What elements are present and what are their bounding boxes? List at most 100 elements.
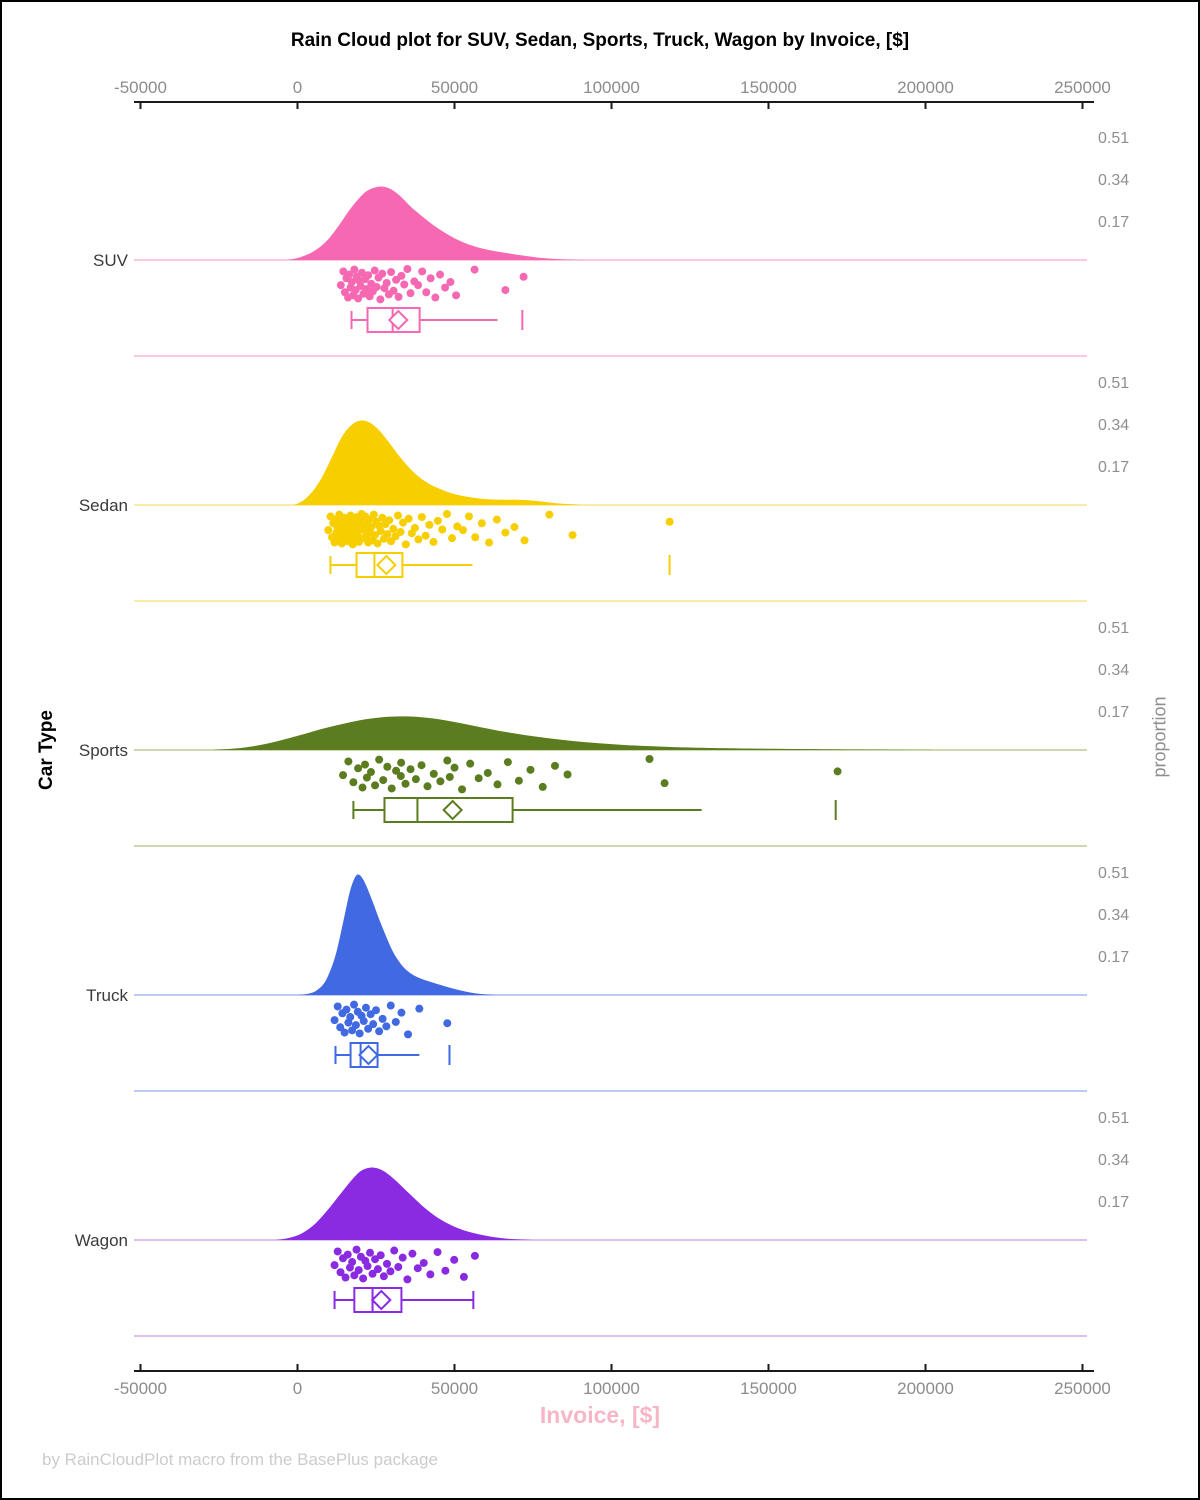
rain-point-SUV: [397, 271, 406, 280]
rain-point-Truck: [372, 1006, 380, 1015]
rain-point-SUV: [422, 288, 431, 297]
rain-point-Sports: [443, 756, 452, 765]
rain-point-SUV: [431, 293, 440, 302]
rain-point-Sedan: [425, 520, 434, 529]
rain-point-Truck: [391, 1017, 400, 1026]
rain-point-Sports: [436, 777, 445, 786]
rain-point-SUV: [389, 286, 398, 295]
rain-point-Wagon: [390, 1246, 399, 1255]
rain-point-SUV: [362, 285, 371, 294]
rain-point-Wagon: [359, 1274, 368, 1283]
rain-point-Truck: [355, 1029, 364, 1038]
rain-point-Wagon: [348, 1258, 357, 1267]
rain-point-Sedan: [665, 517, 674, 526]
rain-point-Sedan: [442, 510, 451, 518]
rain-point-SUV: [336, 281, 345, 290]
rain-point-Wagon: [426, 1270, 435, 1279]
rain-point-Sedan: [417, 513, 426, 522]
proportion-tick-label-SUV: 0.34: [1098, 172, 1129, 189]
rain-point-Sedan: [378, 513, 387, 522]
rain-point-Truck: [375, 1027, 384, 1036]
rain-point-Truck: [378, 1014, 387, 1023]
rain-point-Sedan: [471, 533, 480, 542]
rain-point-Sedan: [365, 515, 374, 524]
rain-point-Sedan: [367, 523, 376, 532]
top-x-axis-tick-label: -50000: [114, 78, 167, 97]
rain-point-Sedan: [385, 516, 394, 525]
bottom-x-axis-tick-label: 150000: [740, 1379, 797, 1398]
rain-point-Sedan: [458, 526, 467, 535]
rain-point-Wagon: [459, 1272, 468, 1281]
rain-point-Sports: [423, 782, 432, 791]
proportion-tick-label-Wagon: 0.51: [1098, 1110, 1129, 1127]
rain-point-Truck: [415, 1004, 424, 1013]
rain-point-Sports: [538, 782, 547, 791]
rain-point-Sports: [514, 776, 523, 785]
rain-point-Sports: [371, 781, 380, 790]
top-x-axis-tick-label: 0: [293, 78, 302, 97]
rain-point-Sedan: [404, 514, 413, 523]
rain-point-Sedan: [371, 531, 380, 540]
bottom-x-axis-tick-label: 200000: [897, 1379, 954, 1398]
rain-point-Sedan: [433, 516, 442, 525]
rain-point-Wagon: [373, 1265, 382, 1274]
rain-point-SUV: [350, 265, 359, 274]
rain-point-Sedan: [421, 531, 430, 540]
rain-point-Sports: [383, 762, 392, 771]
rain-point-SUV: [345, 270, 354, 279]
rain-point-Truck: [369, 1020, 378, 1029]
rain-point-Sports: [401, 779, 410, 788]
rain-point-Sports: [349, 778, 358, 787]
rain-point-Truck: [350, 1000, 359, 1009]
category-label-Wagon: Wagon: [75, 1231, 128, 1250]
rain-point-Wagon: [343, 1250, 352, 1259]
density-cloud-Sedan: [294, 420, 581, 505]
rain-point-Sedan: [414, 535, 423, 544]
rain-point-Wagon: [341, 1273, 350, 1282]
rain-point-Sports: [375, 755, 384, 764]
rain-point-Sedan: [568, 531, 577, 540]
density-cloud-Wagon: [275, 1167, 533, 1240]
rain-point-SUV: [372, 282, 381, 291]
proportion-tick-label-Sedan: 0.51: [1098, 375, 1129, 392]
rain-point-Sedan: [438, 525, 447, 534]
rain-point-Wagon: [382, 1259, 391, 1268]
rain-point-Wagon: [352, 1245, 361, 1254]
rain-point-Sports: [361, 760, 370, 769]
rain-point-Sports: [397, 758, 406, 767]
rain-point-Sedan: [464, 512, 473, 521]
density-cloud-Sports: [212, 716, 942, 750]
box-Sports: [383, 797, 514, 823]
rain-point-Sports: [645, 755, 654, 763]
rain-point-SUV: [403, 265, 412, 273]
rain-point-SUV: [364, 271, 373, 280]
rain-point-Truck: [382, 1022, 391, 1031]
rain-point-Truck: [340, 1028, 349, 1037]
rain-point-Sports: [362, 773, 371, 782]
rain-point-Wagon: [408, 1249, 417, 1258]
rain-point-Sports: [429, 769, 438, 778]
rain-point-SUV: [400, 280, 409, 289]
proportion-tick-label-Sedan: 0.34: [1098, 417, 1129, 434]
bottom-x-axis-tick-label: 50000: [431, 1379, 478, 1398]
rain-point-SUV: [357, 268, 366, 277]
proportion-tick-label-Truck: 0.34: [1098, 907, 1129, 924]
rain-point-Truck: [364, 1024, 373, 1033]
rain-point-Sports: [466, 759, 475, 768]
rain-point-Sedan: [520, 536, 529, 545]
rain-point-Sedan: [373, 539, 382, 548]
rain-point-Sedan: [545, 510, 554, 519]
rain-point-SUV: [394, 292, 403, 301]
y-axis-title: Car Type: [36, 710, 57, 790]
rain-point-SUV: [347, 278, 356, 287]
proportion-tick-label-Sports: 0.17: [1098, 704, 1129, 721]
rain-point-Wagon: [470, 1251, 479, 1260]
category-label-Sedan: Sedan: [79, 496, 128, 515]
rain-point-Wagon: [366, 1248, 375, 1257]
right-axis-title: proportion: [1149, 696, 1170, 778]
proportion-tick-label-Truck: 0.51: [1098, 865, 1129, 882]
rain-point-Wagon: [441, 1266, 450, 1275]
rain-point-SUV: [376, 295, 385, 304]
